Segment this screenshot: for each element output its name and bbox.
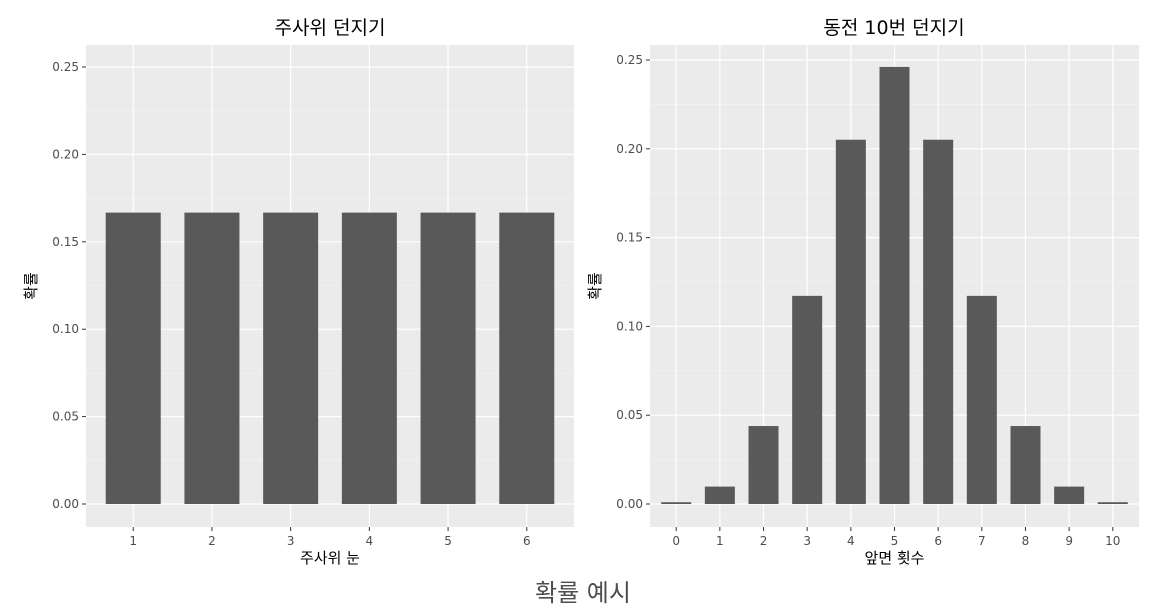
x-tick-label: 3 [287, 534, 295, 548]
x-tick-label: 7 [978, 534, 986, 548]
x-tick-label: 6 [934, 534, 942, 548]
bar-2 [184, 212, 240, 504]
chart-dice: 0.00 0.05 0.10 0.15 0.20 0.25 1 2 3 4 5 6 주사위 던지기주사위… [22, 17, 574, 567]
x-axis-label: 앞면 횟수 [865, 549, 925, 567]
bar-4 [835, 139, 866, 504]
y-axis-label: 확률 [586, 272, 604, 300]
y-tick-label: 0.10 [52, 322, 79, 336]
bar-3 [792, 295, 823, 504]
y-tick-label: 0.20 [616, 142, 643, 156]
y-tick-label: 0.05 [52, 410, 79, 424]
x-tick-label: 5 [444, 534, 452, 548]
x-tick-label: 0 [672, 534, 680, 548]
x-tick-label: 3 [803, 534, 811, 548]
bar-3 [263, 212, 319, 504]
x-tick-label: 10 [1105, 534, 1120, 548]
plot-panel [86, 45, 574, 527]
y-tick-label: 0.25 [616, 53, 643, 67]
chart-title: 주사위 던지기 [275, 17, 386, 39]
y-tick-label: 0.25 [52, 60, 79, 74]
x-tick-label: 9 [1065, 534, 1073, 548]
y-tick-label: 0.00 [52, 497, 79, 511]
y-tick-label: 0.10 [616, 319, 643, 333]
y-axis-label: 확률 [22, 272, 40, 300]
x-axis-label: 주사위 눈 [300, 549, 360, 567]
bar-5 [879, 66, 910, 505]
y-tick-label: 0.05 [616, 408, 643, 422]
bar-1 [105, 212, 161, 504]
y-tick-label: 0.15 [616, 231, 643, 245]
bar-0 [661, 502, 692, 504]
bar-8 [1010, 426, 1041, 504]
bar-7 [966, 295, 997, 504]
bar-10 [1097, 502, 1128, 504]
x-tick-label: 4 [847, 534, 855, 548]
bar-5 [420, 212, 476, 504]
x-tick-label: 5 [891, 534, 899, 548]
x-tick-label: 6 [523, 534, 531, 548]
x-tick-label: 8 [1022, 534, 1030, 548]
bar-1 [704, 486, 735, 504]
y-tick-label: 0.20 [52, 147, 79, 161]
bar-4 [341, 212, 397, 504]
chart-coin: 0.00 0.05 0.10 0.15 0.20 0.25 0 1 2 3 4 5 6 7 8 9 10 동전 1… [586, 17, 1139, 567]
x-tick-label: 1 [129, 534, 137, 548]
x-tick-label: 2 [760, 534, 768, 548]
figure-caption: 확률 예시 [535, 579, 631, 607]
bar-9 [1054, 486, 1085, 504]
chart-title: 동전 10번 던지기 [823, 17, 964, 39]
bar-2 [748, 426, 779, 504]
y-tick-label: 0.00 [616, 497, 643, 511]
y-tick-label: 0.15 [52, 235, 79, 249]
x-tick-label: 1 [716, 534, 724, 548]
x-tick-label: 4 [366, 534, 374, 548]
x-tick-label: 2 [208, 534, 216, 548]
bar-6 [499, 212, 555, 504]
bar-6 [923, 139, 954, 504]
